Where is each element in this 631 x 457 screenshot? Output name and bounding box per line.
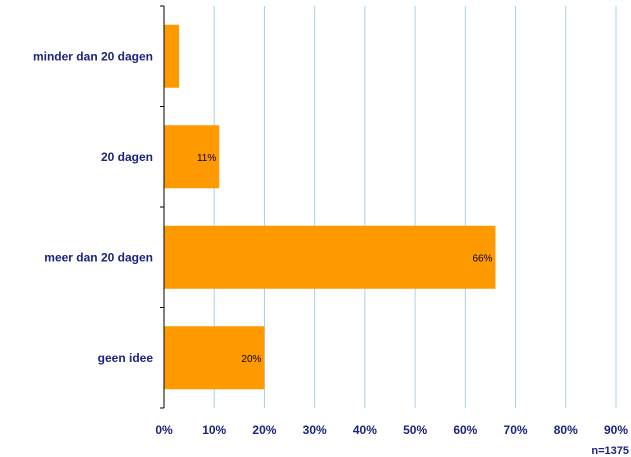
bars [164, 25, 495, 390]
x-tick-label-90: 90% [604, 423, 628, 437]
sample-size-label: n=1375 [591, 445, 629, 457]
x-tick-label-10: 10% [202, 423, 226, 437]
data-label-1: 11% [197, 153, 216, 164]
category-label-0: minder dan 20 dagen [33, 49, 153, 63]
data-label-2: 66% [472, 253, 492, 264]
category-label-1: 20 dagen [101, 150, 153, 164]
x-tick-labels: 0% 10% 20% 30% 40% 50% 60% 70% 80% 90% [155, 423, 628, 437]
x-tick-label-40: 40% [353, 423, 377, 437]
x-tick-label-80: 80% [554, 423, 578, 437]
x-tick-label-60: 60% [453, 423, 477, 437]
category-label-2: meer dan 20 dagen [44, 250, 153, 264]
x-tick-label-0: 0% [155, 423, 173, 437]
category-label-3: geen idee [98, 351, 154, 365]
bar-0 [164, 25, 179, 88]
x-tick-label-30: 30% [303, 423, 327, 437]
x-tick-label-50: 50% [403, 423, 427, 437]
data-label-3: 20% [241, 354, 261, 365]
category-labels: minder dan 20 dagen 20 dagen meer dan 20 d… [33, 49, 153, 365]
x-tick-label-70: 70% [504, 423, 528, 437]
x-tick-label-20: 20% [252, 423, 276, 437]
bar-2 [164, 226, 495, 289]
